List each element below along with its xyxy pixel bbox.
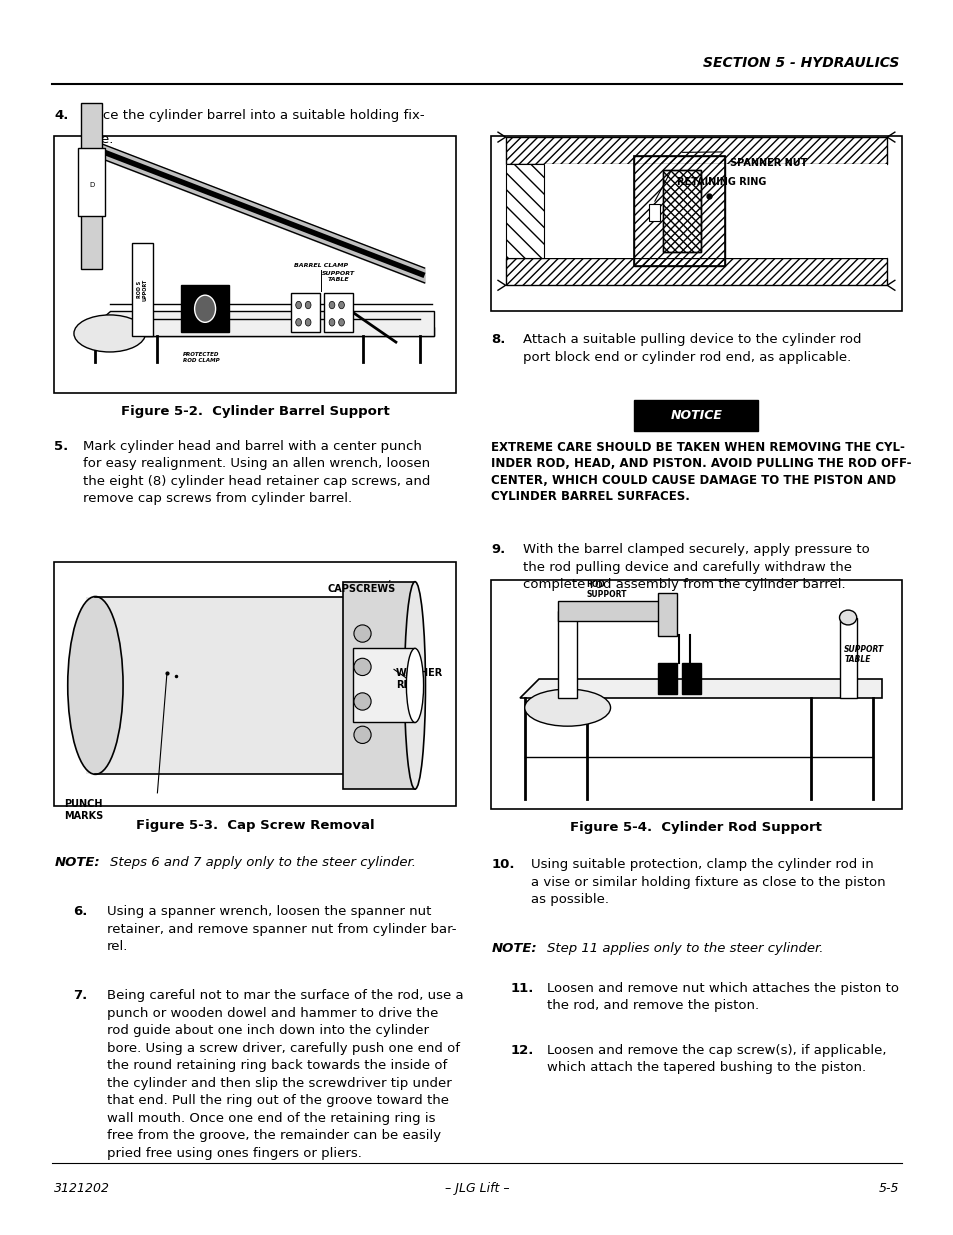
Text: PROTECTED
ROD CLAMP: PROTECTED ROD CLAMP <box>183 352 219 363</box>
Bar <box>78 148 105 216</box>
Bar <box>491 136 901 311</box>
Ellipse shape <box>524 689 610 726</box>
Text: PUNCH
MARKS: PUNCH MARKS <box>64 799 103 820</box>
Bar <box>86 597 353 774</box>
Text: NOTE:: NOTE: <box>491 942 537 956</box>
Ellipse shape <box>295 301 301 309</box>
Bar <box>291 293 319 332</box>
Bar <box>505 137 886 164</box>
Bar <box>662 170 700 252</box>
Bar <box>634 156 724 267</box>
Ellipse shape <box>354 693 371 710</box>
Text: 11.: 11. <box>510 982 534 995</box>
Bar <box>81 103 102 269</box>
Text: 5.: 5. <box>54 440 69 453</box>
Text: Being careful not to mar the surface of the rod, use a
punch or wooden dowel and: Being careful not to mar the surface of … <box>107 989 463 1160</box>
Bar <box>505 164 886 258</box>
Text: Place the cylinder barrel into a suitable holding fix-: Place the cylinder barrel into a suitabl… <box>83 109 424 122</box>
Bar <box>558 611 577 698</box>
Ellipse shape <box>68 597 123 774</box>
Bar <box>181 285 229 332</box>
Text: Attach a suitable pulling device to the cylinder rod
port block end or cylinder : Attach a suitable pulling device to the … <box>522 333 861 364</box>
Text: SUPPORT
TABLE: SUPPORT TABLE <box>843 645 883 664</box>
Bar <box>353 648 415 722</box>
Bar <box>634 156 724 267</box>
Bar <box>343 582 415 789</box>
Text: D: D <box>89 183 94 188</box>
Ellipse shape <box>354 658 371 676</box>
Text: ROD
SUPPORT: ROD SUPPORT <box>586 579 626 599</box>
Bar <box>658 593 677 636</box>
Text: Loosen and remove nut which attaches the piston to
the rod, and remove the pisto: Loosen and remove nut which attaches the… <box>546 982 898 1013</box>
Bar <box>505 164 543 258</box>
Text: 8.: 8. <box>491 333 505 347</box>
Bar <box>681 663 700 694</box>
Text: Using suitable protection, clamp the cylinder rod in
a vise or similar holding f: Using suitable protection, clamp the cyl… <box>531 858 885 906</box>
Text: 9.: 9. <box>491 543 505 557</box>
Text: 12.: 12. <box>510 1044 534 1057</box>
Ellipse shape <box>295 319 301 326</box>
Bar <box>839 618 856 698</box>
Text: BARREL CLAMP: BARREL CLAMP <box>294 263 348 268</box>
Bar <box>505 258 886 285</box>
Ellipse shape <box>194 295 215 322</box>
Text: SPANNER NUT: SPANNER NUT <box>729 158 806 168</box>
Text: ROD S
UPPORT: ROD S UPPORT <box>136 278 148 301</box>
Text: CAPSCREWS: CAPSCREWS <box>327 584 395 594</box>
Bar <box>648 204 659 221</box>
Text: 3121202: 3121202 <box>54 1182 111 1195</box>
Polygon shape <box>519 679 882 698</box>
Ellipse shape <box>406 648 423 722</box>
Text: Step 11 applies only to the steer cylinder.: Step 11 applies only to the steer cylind… <box>546 942 822 956</box>
Text: Figure 5-2.  Cylinder Barrel Support: Figure 5-2. Cylinder Barrel Support <box>121 405 389 419</box>
Text: Loosen and remove the cap screw(s), if applicable,
which attach the tapered bush: Loosen and remove the cap screw(s), if a… <box>546 1044 885 1074</box>
Ellipse shape <box>354 625 371 642</box>
Text: NOTICE: NOTICE <box>670 409 721 422</box>
Ellipse shape <box>338 319 344 326</box>
Text: – JLG Lift –: – JLG Lift – <box>444 1182 509 1195</box>
Text: Figure 5-3.  Cap Screw Removal: Figure 5-3. Cap Screw Removal <box>135 819 375 832</box>
Text: 6.: 6. <box>73 905 88 919</box>
Ellipse shape <box>305 301 311 309</box>
Bar <box>54 562 456 806</box>
Text: 5-5: 5-5 <box>879 1182 899 1195</box>
Bar <box>491 580 901 809</box>
Bar <box>658 663 677 694</box>
Bar <box>634 400 758 431</box>
Text: SUPPORT
TABLE: SUPPORT TABLE <box>322 270 355 282</box>
Ellipse shape <box>329 319 335 326</box>
Ellipse shape <box>839 610 856 625</box>
Ellipse shape <box>354 726 371 743</box>
Text: 4.: 4. <box>54 109 69 122</box>
Ellipse shape <box>338 301 344 309</box>
Ellipse shape <box>74 315 145 352</box>
Bar <box>54 136 456 393</box>
Text: EXTREME CARE SHOULD BE TAKEN WHEN REMOVING THE CYL-
INDER ROD, HEAD, AND PISTON.: EXTREME CARE SHOULD BE TAKEN WHEN REMOVI… <box>491 441 911 504</box>
Text: With the barrel clamped securely, apply pressure to
the rod pulling device and c: With the barrel clamped securely, apply … <box>522 543 868 592</box>
Polygon shape <box>81 311 434 336</box>
Bar <box>324 293 353 332</box>
Text: Figure 5-4.  Cylinder Rod Support: Figure 5-4. Cylinder Rod Support <box>570 821 821 835</box>
Polygon shape <box>81 327 434 336</box>
Text: Steps 6 and 7 apply only to the steer cylinder.: Steps 6 and 7 apply only to the steer cy… <box>110 856 416 869</box>
Ellipse shape <box>329 301 335 309</box>
Bar <box>132 243 152 336</box>
Ellipse shape <box>305 319 311 326</box>
Bar <box>662 170 700 252</box>
Text: 7.: 7. <box>73 989 88 1003</box>
Text: 10.: 10. <box>491 858 515 872</box>
Text: SECTION 5 - HYDRAULICS: SECTION 5 - HYDRAULICS <box>702 57 899 70</box>
Ellipse shape <box>404 582 425 789</box>
Text: ture.: ture. <box>83 133 114 147</box>
Text: Using a spanner wrench, loosen the spanner nut
retainer, and remove spanner nut : Using a spanner wrench, loosen the spann… <box>107 905 456 953</box>
Bar <box>558 601 667 621</box>
Text: RETAINING RING: RETAINING RING <box>677 177 766 186</box>
Text: NOTE:: NOTE: <box>54 856 100 869</box>
Text: WASHER
RING: WASHER RING <box>395 668 443 690</box>
Text: Mark cylinder head and barrel with a center punch
for easy realignment. Using an: Mark cylinder head and barrel with a cen… <box>83 440 430 505</box>
